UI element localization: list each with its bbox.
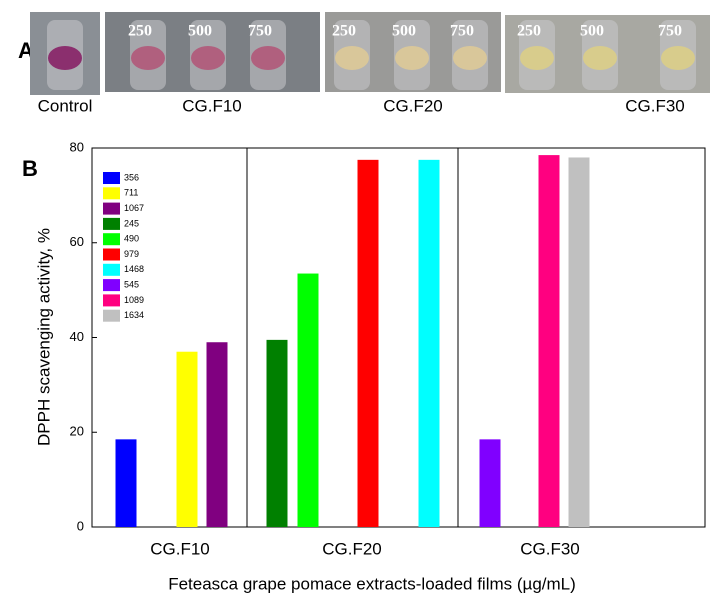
bar (297, 273, 319, 527)
legend-swatch (103, 248, 120, 261)
photo-label: Control (38, 96, 93, 115)
legend-label: 356 (124, 172, 139, 182)
vial-liquid (395, 46, 429, 70)
photo-label: CG.F10 (182, 96, 242, 115)
vial-liquid (191, 46, 225, 70)
concentration-label: 250 (128, 23, 152, 40)
y-tick-label: 60 (70, 234, 84, 249)
bar (568, 157, 590, 527)
vial-liquid (520, 46, 554, 70)
legend-swatch (103, 263, 120, 276)
vial-liquid (453, 46, 487, 70)
legend-label: 245 (124, 218, 139, 228)
legend-label: 545 (124, 279, 139, 289)
concentration-label: 250 (517, 23, 541, 40)
legend-label: 979 (124, 249, 139, 259)
legend-label: 1468 (124, 264, 144, 274)
legend-label: 1634 (124, 310, 144, 320)
y-tick-label: 20 (70, 424, 84, 439)
x-tick-label: CG.F10 (150, 539, 210, 558)
concentration-label: 750 (450, 23, 474, 40)
vial-liquid (131, 46, 165, 70)
concentration-label: 250 (332, 23, 356, 40)
photo-label: CG.F20 (383, 96, 443, 115)
bar (538, 155, 560, 527)
legend-swatch (103, 279, 120, 292)
y-axis-title: DPPH scavenging activity, % (34, 228, 53, 446)
y-tick-label: 40 (70, 329, 84, 344)
y-tick-label: 0 (77, 518, 84, 533)
bar (206, 342, 228, 527)
vial-liquid (48, 46, 82, 70)
concentration-label: 500 (580, 23, 604, 40)
y-tick-label: 80 (70, 139, 84, 154)
vial-liquid (335, 46, 369, 70)
bar (266, 339, 288, 527)
vial-liquid (251, 46, 285, 70)
bar (115, 439, 137, 527)
bar (418, 159, 440, 527)
legend-label: 490 (124, 234, 139, 244)
panel-label: B (22, 156, 38, 181)
bar (357, 159, 379, 527)
vial-liquid (583, 46, 617, 70)
legend-label: 1067 (124, 203, 144, 213)
legend-swatch (103, 187, 120, 200)
legend-label: 711 (124, 188, 138, 198)
x-axis-title: Feteasca grape pomace extracts-loaded fi… (168, 574, 576, 593)
concentration-label: 500 (392, 23, 416, 40)
bar (479, 439, 501, 527)
photo-label: CG.F30 (625, 96, 685, 115)
legend-swatch (103, 217, 120, 230)
x-tick-label: CG.F30 (520, 539, 580, 558)
concentration-label: 750 (248, 23, 272, 40)
legend-label: 1089 (124, 295, 144, 305)
concentration-label: 500 (188, 23, 212, 40)
legend-swatch (103, 309, 120, 322)
legend-swatch (103, 172, 120, 184)
bar (176, 351, 198, 527)
legend-swatch (103, 294, 120, 307)
legend-swatch (103, 202, 120, 215)
concentration-label: 750 (658, 23, 682, 40)
legend-swatch (103, 233, 120, 246)
x-tick-label: CG.F20 (322, 539, 382, 558)
vial-liquid (661, 46, 695, 70)
